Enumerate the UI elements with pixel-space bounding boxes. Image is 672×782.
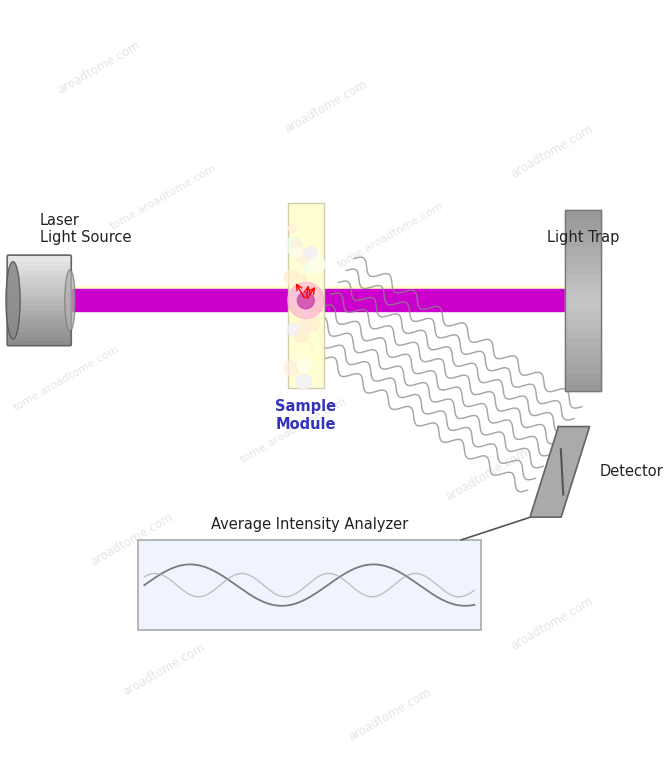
Text: aroadtome.com: aroadtome.com: [444, 447, 531, 504]
FancyBboxPatch shape: [138, 540, 481, 630]
Text: aroadtome.com: aroadtome.com: [314, 556, 402, 614]
Text: Sample
Module: Sample Module: [276, 400, 337, 432]
Circle shape: [302, 289, 317, 303]
Circle shape: [310, 356, 321, 367]
Circle shape: [298, 292, 314, 309]
Circle shape: [302, 310, 309, 317]
Circle shape: [297, 316, 308, 326]
Circle shape: [311, 353, 322, 364]
Text: aroadtome.com: aroadtome.com: [509, 595, 595, 653]
Text: aroadtome.com: aroadtome.com: [509, 123, 595, 181]
Text: aroadtome.com: aroadtome.com: [88, 511, 175, 569]
Circle shape: [302, 325, 312, 334]
Polygon shape: [530, 427, 589, 517]
Circle shape: [285, 238, 302, 254]
Ellipse shape: [65, 270, 75, 332]
Text: Detector: Detector: [599, 465, 663, 479]
Text: aroadtome.com: aroadtome.com: [282, 77, 369, 135]
Circle shape: [304, 315, 319, 331]
Circle shape: [284, 270, 300, 285]
Circle shape: [298, 358, 312, 372]
Circle shape: [296, 374, 311, 389]
Text: Average Intensity Analyzer: Average Intensity Analyzer: [211, 517, 408, 532]
Circle shape: [291, 239, 302, 249]
Circle shape: [302, 327, 308, 333]
Circle shape: [289, 289, 305, 305]
Circle shape: [304, 247, 318, 260]
Text: tome.aroadtome.com: tome.aroadtome.com: [335, 201, 445, 271]
Text: aroadtome.com: aroadtome.com: [56, 38, 142, 96]
Circle shape: [308, 288, 319, 298]
FancyBboxPatch shape: [288, 203, 324, 388]
Circle shape: [287, 324, 298, 335]
Text: aroadtome.com: aroadtome.com: [347, 686, 434, 744]
Circle shape: [294, 328, 308, 343]
Circle shape: [297, 279, 304, 285]
Text: tome.aroadtome.com: tome.aroadtome.com: [239, 396, 348, 465]
Circle shape: [289, 307, 304, 321]
Circle shape: [301, 275, 306, 281]
Text: Light Trap: Light Trap: [546, 231, 619, 246]
Text: Laser
Light Source: Laser Light Source: [40, 213, 131, 246]
Text: aroadtome.com: aroadtome.com: [120, 640, 208, 698]
Circle shape: [294, 308, 307, 321]
Circle shape: [304, 263, 314, 273]
Ellipse shape: [6, 262, 20, 339]
Circle shape: [288, 224, 296, 233]
Text: tome.aroadtome.com: tome.aroadtome.com: [109, 163, 218, 231]
Text: tome.aroadtome.com: tome.aroadtome.com: [12, 343, 122, 413]
Circle shape: [291, 247, 302, 258]
Circle shape: [288, 282, 324, 318]
Circle shape: [306, 292, 319, 305]
Circle shape: [309, 256, 325, 272]
Circle shape: [284, 361, 298, 375]
Circle shape: [296, 297, 311, 313]
Circle shape: [297, 249, 312, 264]
Bar: [565, 210, 601, 391]
